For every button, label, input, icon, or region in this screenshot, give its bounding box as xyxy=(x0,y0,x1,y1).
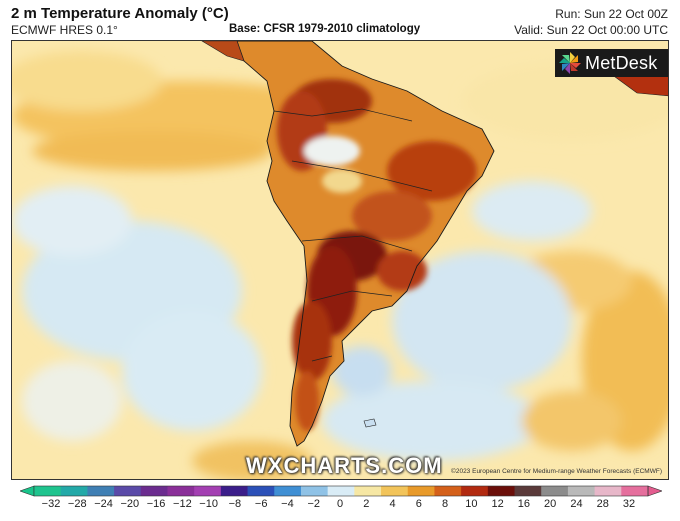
colorbar-underflow-arrow xyxy=(19,485,35,497)
colorbar-segment xyxy=(461,486,489,496)
country-borders xyxy=(273,108,433,362)
colorbar-tick-label: −28 xyxy=(67,498,87,510)
colorbar-tick-label: 20 xyxy=(544,498,557,510)
colorbar-segment xyxy=(194,486,222,496)
colorbar-segment xyxy=(407,486,435,496)
colorbar-tick-label: 2 xyxy=(363,498,370,510)
colorbar-segment xyxy=(567,486,596,496)
central-america xyxy=(201,41,245,62)
colorbar-segment xyxy=(34,486,62,496)
colorbar-tick-label: −24 xyxy=(94,498,113,510)
colorbar-segment xyxy=(594,486,622,496)
colorbar-tick-label: −10 xyxy=(199,498,218,510)
colorbar-segment xyxy=(220,486,249,496)
copyright-notice: ©2023 European Centre for Medium-range W… xyxy=(451,468,662,475)
metdesk-logo: MetDesk xyxy=(555,49,668,77)
chart-title: 2 m Temperature Anomaly (°C) xyxy=(11,5,229,22)
colorbar-segment xyxy=(274,486,302,496)
colorbar-outline xyxy=(33,485,649,497)
colorbar-ticks: −32 −28 −24 −20 −16 −12 −10 −8 −6 −4 −2 0 2 4 6 8 10 12 16… xyxy=(0,498,680,514)
valid-time-label: Valid: Sun 22 Oct 00:00 UTC xyxy=(514,23,668,37)
colorbar-segment xyxy=(87,486,115,496)
colorbar-segment xyxy=(114,486,142,496)
colorbar-canvas xyxy=(19,485,663,497)
colorbar-overflow-arrow xyxy=(647,485,663,497)
colorbar xyxy=(19,484,663,498)
colorbar-tick-label: 4 xyxy=(389,498,396,510)
wxcharts-watermark: WXCHARTS.COM xyxy=(246,453,443,478)
colorbar-segment xyxy=(327,486,355,496)
colorbar-tick-label: 8 xyxy=(442,498,449,510)
colorbar-tick-label: 6 xyxy=(415,498,422,510)
colorbar-tick-label: 16 xyxy=(517,498,531,510)
colorbar-tick-label: −6 xyxy=(254,498,268,510)
colorbar-segment xyxy=(300,486,329,496)
colorbar-tick-label: −32 xyxy=(41,498,61,510)
colorbar-tick-label: −16 xyxy=(146,498,166,510)
south-america xyxy=(236,41,495,447)
model-label: ECMWF HRES 0.1° xyxy=(11,23,118,37)
run-time-label: Run: Sun 22 Oct 00Z xyxy=(555,7,668,21)
colorbar-segment xyxy=(60,486,88,496)
colorbar-tick-label: 0 xyxy=(336,498,344,510)
header: 2 m Temperature Anomaly (°C) ECMWF HRES … xyxy=(0,0,680,40)
colorbar-segment xyxy=(167,486,195,496)
colorbar-segment xyxy=(381,486,409,496)
colorbar-tick-label: 24 xyxy=(570,498,583,510)
map-canvas xyxy=(12,41,668,479)
metdesk-logo-text: MetDesk xyxy=(585,52,658,73)
colorbar-tick-label: −4 xyxy=(281,498,294,510)
colorbar-tick-label: 32 xyxy=(622,498,636,510)
colorbar-segment xyxy=(354,486,382,496)
colorbar-tick-label: 28 xyxy=(596,498,609,510)
colorbar-segment xyxy=(247,486,275,496)
colorbar-segment xyxy=(541,486,569,496)
colorbar-tick-label: −8 xyxy=(228,498,242,510)
colorbar-tick-label: −12 xyxy=(173,498,192,510)
colorbar-tick-label: 10 xyxy=(465,498,478,510)
colorbar-tick-label: 12 xyxy=(491,498,504,510)
colorbar-tick-label: −2 xyxy=(307,498,320,510)
anomaly-map[interactable]: MetDesk WXCHARTS.COM ©2023 European Cent… xyxy=(11,40,669,480)
colorbar-segment xyxy=(434,486,462,496)
base-climatology-label: Base: CFSR 1979-2010 climatology xyxy=(229,23,421,35)
ocean-anomaly-patches xyxy=(12,51,668,479)
falkland-islands xyxy=(363,418,377,428)
metdesk-pinwheel-icon xyxy=(559,52,581,74)
colorbar-segment xyxy=(140,486,168,496)
colorbar-segment xyxy=(621,486,649,496)
colorbar-tick-label: −20 xyxy=(120,498,140,510)
coastline xyxy=(236,41,495,447)
colorbar-segment xyxy=(514,486,542,496)
colorbar-segment xyxy=(487,486,516,496)
